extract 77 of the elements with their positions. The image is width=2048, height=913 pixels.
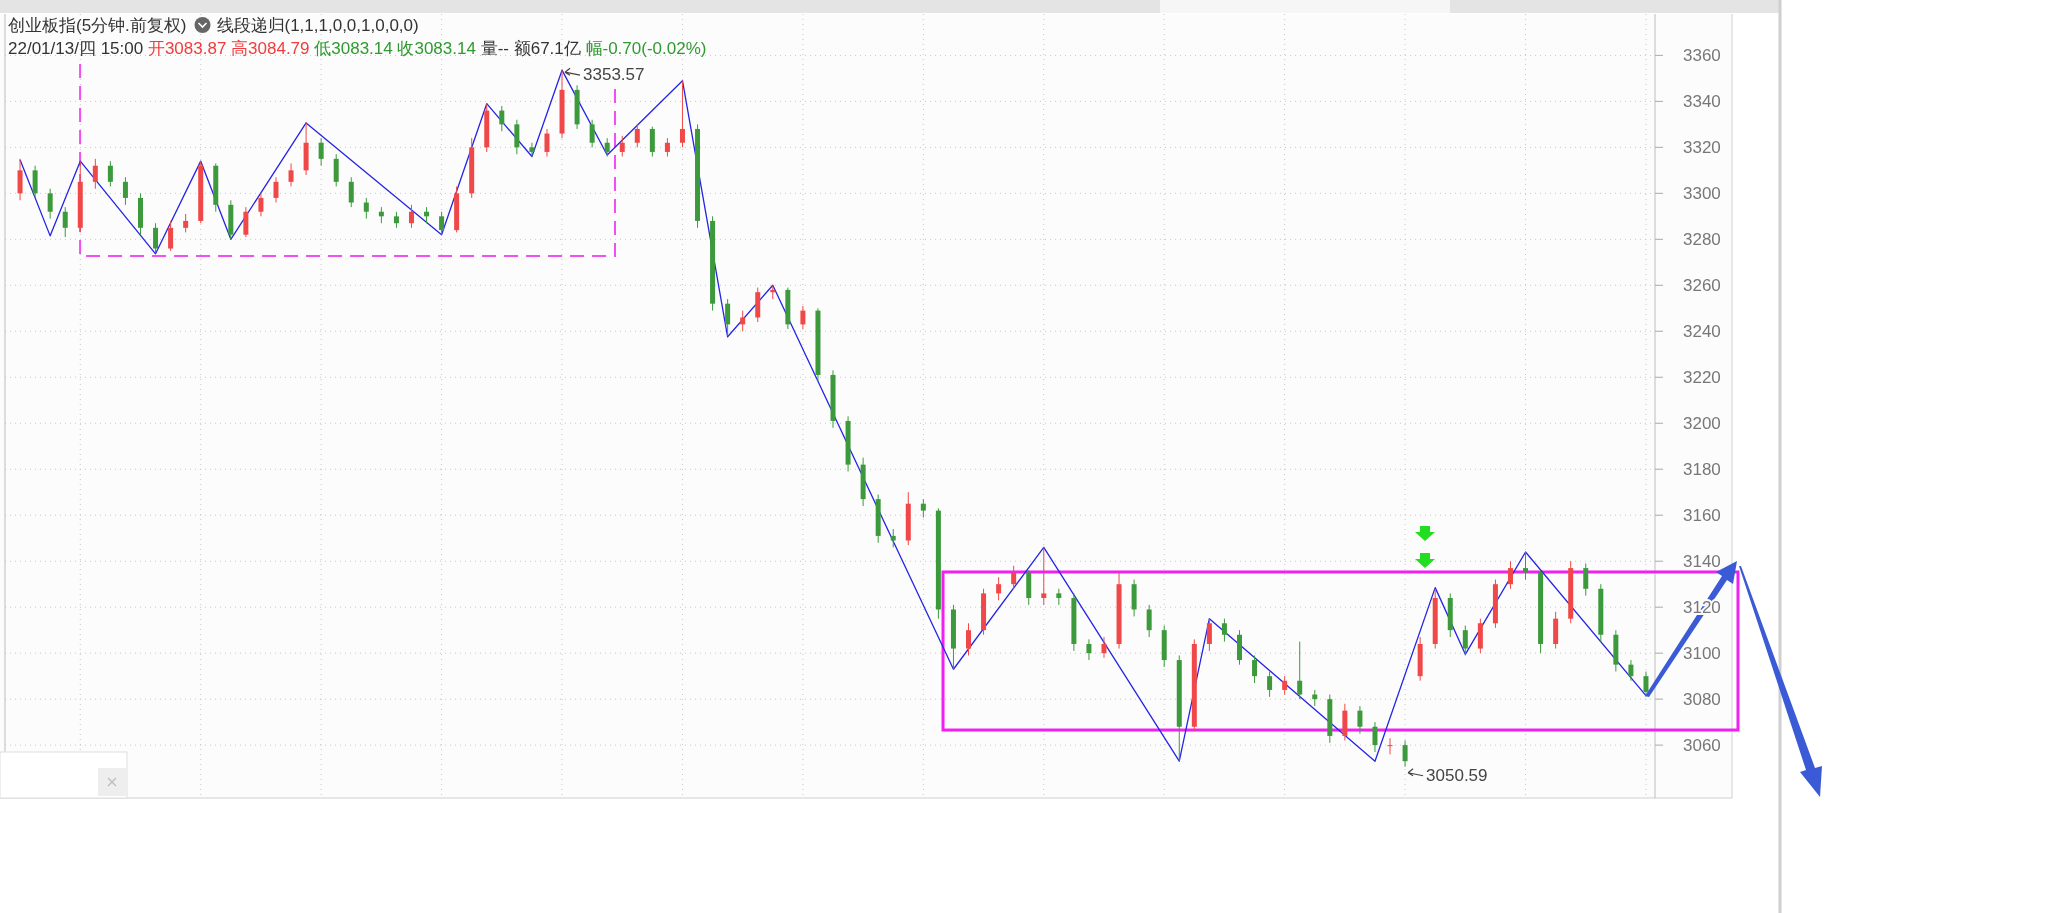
candlestick xyxy=(17,158,23,201)
candlestick xyxy=(634,123,640,148)
candlestick xyxy=(1372,721,1378,753)
candlestick xyxy=(1206,618,1212,652)
candlestick xyxy=(439,211,445,236)
candlestick xyxy=(348,176,354,208)
candlestick xyxy=(153,222,159,254)
candlestick xyxy=(740,310,746,332)
candlestick xyxy=(258,192,264,217)
candlestick xyxy=(1267,671,1273,698)
candlestick xyxy=(1086,638,1092,661)
candlestick xyxy=(1011,565,1017,590)
candlestick xyxy=(318,137,324,167)
candlestick xyxy=(664,137,670,158)
candlestick xyxy=(47,188,53,220)
candlestick xyxy=(619,135,625,158)
candlestick xyxy=(1146,604,1152,638)
y-tick-label: 3160 xyxy=(1683,506,1721,526)
candlestick xyxy=(408,204,414,229)
candlestick xyxy=(1297,641,1303,700)
candlestick xyxy=(1221,618,1227,643)
candlestick xyxy=(514,119,520,155)
candlestick xyxy=(589,119,595,148)
candlestick xyxy=(1252,654,1258,684)
candlestick xyxy=(122,176,128,206)
candlestick xyxy=(168,220,174,252)
candlestick xyxy=(288,162,294,187)
candlestick xyxy=(107,160,113,187)
candlestick xyxy=(1282,675,1288,696)
y-tick-label: 3320 xyxy=(1683,138,1721,158)
candlestick xyxy=(363,197,369,220)
chart-title: 创业板指(5分钟.前复权) xyxy=(8,16,187,35)
y-tick-label: 3100 xyxy=(1683,644,1721,664)
candlestick xyxy=(32,165,38,199)
y-tick-label: 3080 xyxy=(1683,690,1721,710)
candlestick xyxy=(996,576,1002,601)
y-tick-label: 3280 xyxy=(1683,230,1721,250)
candlestick xyxy=(800,305,806,330)
y-tick-label: 3140 xyxy=(1683,552,1721,572)
candlestick xyxy=(529,142,535,158)
y-tick-label: 3220 xyxy=(1683,368,1721,388)
candlestick xyxy=(966,622,971,656)
candlestick xyxy=(1402,740,1408,768)
y-tick-label: 3200 xyxy=(1683,414,1721,434)
candlestick xyxy=(1101,636,1107,659)
candlestick xyxy=(679,80,685,148)
candlestick xyxy=(649,126,655,158)
candlestick xyxy=(1643,671,1649,698)
candlestick xyxy=(1523,551,1529,581)
candlestick xyxy=(62,206,68,238)
annotation: 3050.59 xyxy=(1426,765,1488,785)
text: 22/01/13/四 15:00 开3083.87 高3084.79 低3083.14 收3083.14 量-- 额67.1亿 幅-0.70(-0.02%) xyxy=(8,39,707,58)
y-tick-label: 3180 xyxy=(1683,460,1721,480)
candlestick xyxy=(92,158,98,190)
y-tick-label: 3360 xyxy=(1683,46,1721,66)
candlestick xyxy=(544,128,550,158)
candlestick xyxy=(920,498,926,519)
candlestick xyxy=(333,153,339,187)
candlestick xyxy=(273,176,279,204)
annotation: 线段递归(1,1,1,0,0,1,0,0,0) xyxy=(216,16,419,35)
y-tick-label: 3300 xyxy=(1683,184,1721,204)
y-tick-label: 3060 xyxy=(1683,736,1721,756)
y-tick-label: 3260 xyxy=(1683,276,1721,296)
candlestick xyxy=(1387,737,1393,755)
candlestick xyxy=(1462,625,1468,656)
candlestick xyxy=(499,105,505,132)
candlestick xyxy=(243,206,249,238)
candlestick xyxy=(1357,705,1363,735)
candlestick xyxy=(725,298,731,337)
candlestick xyxy=(1628,659,1634,682)
candlestick xyxy=(1507,560,1513,590)
y-tick-label: 3340 xyxy=(1683,92,1721,112)
candlestick xyxy=(183,213,189,233)
y-tick-label: 3240 xyxy=(1683,322,1721,342)
candlestick xyxy=(604,137,610,158)
candlestick xyxy=(1583,562,1589,597)
candlestick xyxy=(1041,546,1047,606)
